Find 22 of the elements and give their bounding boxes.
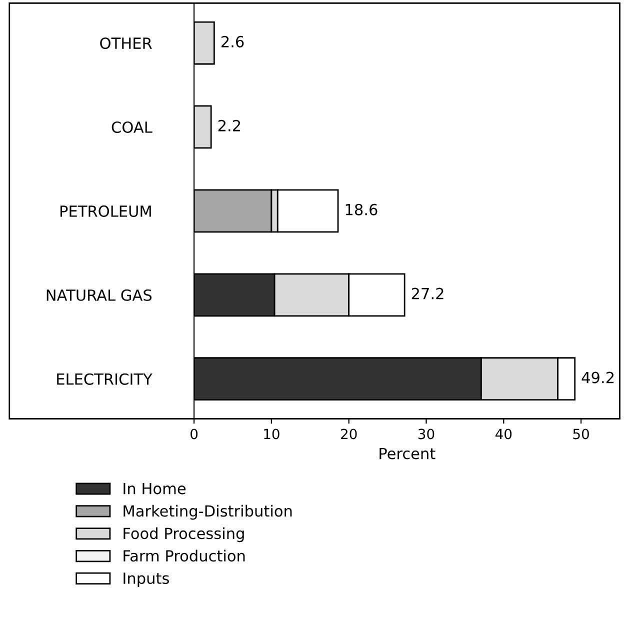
- x-tick-label: 10: [264, 428, 280, 440]
- total-label: 49.2: [582, 372, 614, 384]
- y-tick-label: ELECTRICITY: [57, 373, 152, 385]
- x-tick-label: 50: [573, 428, 589, 440]
- total-label: 2.6: [221, 36, 244, 48]
- y-tick-label: OTHER: [100, 37, 152, 50]
- total-label: 18.6: [346, 204, 378, 216]
- total-label: 27.2: [412, 288, 444, 300]
- total-label: 2.2: [218, 120, 240, 132]
- legend-label: In Home: [124, 482, 186, 494]
- y-tick-label: COAL: [112, 121, 152, 133]
- legend-label: Farm Production: [124, 550, 245, 562]
- legend-label: Marketing-Distribution: [124, 504, 292, 520]
- legend-label: Food Processing: [124, 527, 244, 542]
- x-tick-label: 30: [418, 428, 434, 440]
- y-tick-label: NATURAL GAS: [46, 289, 152, 301]
- x-tick-label: 0: [190, 428, 198, 440]
- x-tick-label: 20: [341, 428, 357, 440]
- y-tick-label: PETROLEUM: [60, 205, 151, 217]
- x-axis-title: Percent: [380, 448, 436, 460]
- x-tick-label: 40: [495, 428, 512, 440]
- legend-label: Inputs: [124, 572, 169, 587]
